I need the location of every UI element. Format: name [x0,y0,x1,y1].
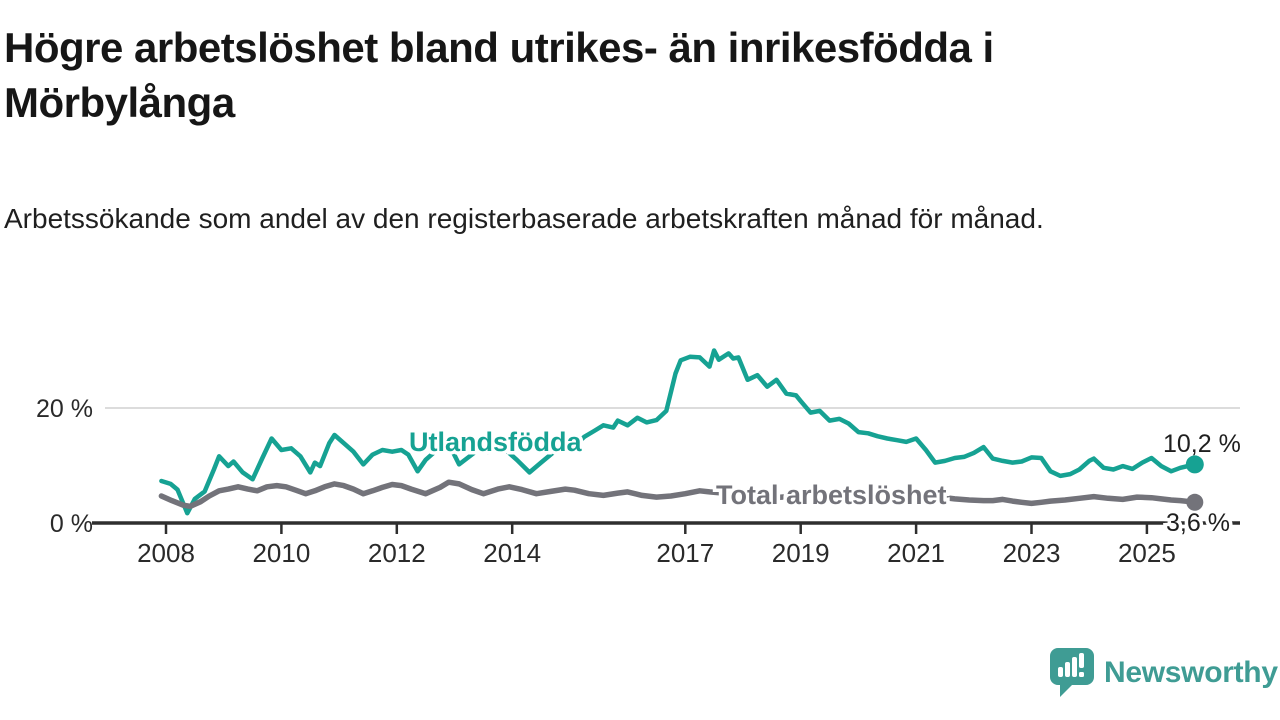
series-line-total-arbetsloshet [158,479,1198,510]
series-label: Total arbetslöshet [716,480,947,510]
x-tick-label: 2012 [368,538,426,568]
x-tick-label: 2025 [1118,538,1176,568]
x-tick-label: 2008 [137,538,195,568]
series-end-dot [1185,455,1204,474]
end-value-label: 3,6 % [1166,509,1230,537]
series-line-utlandsfodda [159,348,1198,516]
end-value-label: 10,2 % [1163,430,1241,458]
x-tick-label: 2017 [656,538,714,568]
y-tick-label: 20 % [36,395,93,423]
x-tick-label: 2014 [483,538,541,568]
x-tick-label: 2023 [1003,538,1061,568]
x-tick-label: 2019 [772,538,830,568]
brand-footer: Newsworthy [1050,648,1278,698]
series-end-dot [1186,493,1204,511]
newsworthy-logo-icon [1050,648,1094,697]
x-tick-label: 2021 [887,538,945,568]
brand-name: Newsworthy [1104,656,1278,689]
y-tick-label: 0 % [50,510,93,538]
series-label: Utlandsfödda [409,427,582,457]
page-title: Högre arbetslöshet bland utrikes- än inr… [4,24,994,126]
page-subtitle: Arbetssökande som andel av den registerb… [4,203,1044,234]
x-tick-label: 2010 [252,538,310,568]
